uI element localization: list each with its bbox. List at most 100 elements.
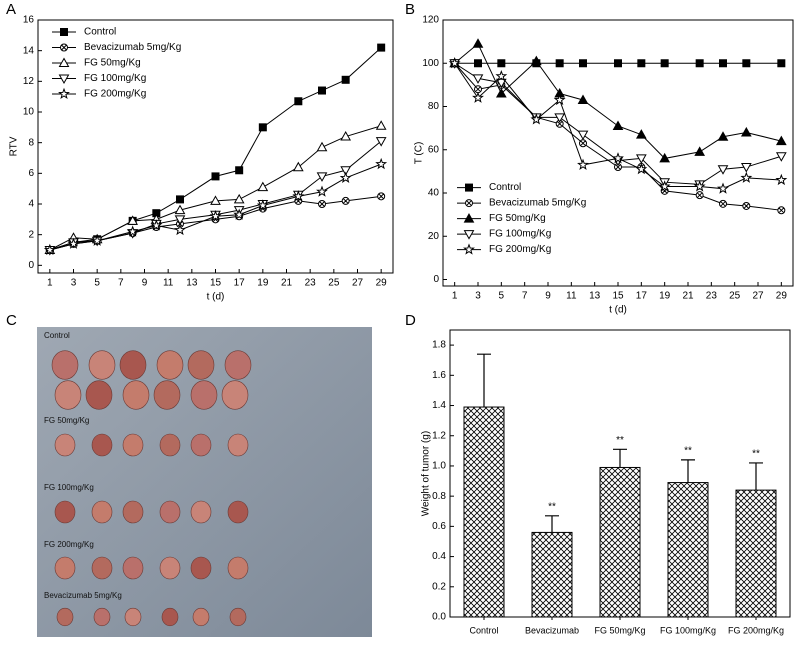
tumor [190, 433, 212, 457]
marker [555, 119, 564, 128]
marker [695, 59, 704, 68]
marker [91, 234, 104, 246]
marker [577, 158, 589, 170]
legend-label: FG 100mg/Kg [489, 229, 551, 240]
x-tick-label: 21 [682, 291, 694, 302]
marker [659, 152, 671, 163]
marker [377, 192, 386, 201]
marker [43, 243, 56, 256]
marker [612, 152, 624, 164]
y-tick-label: 0.4 [432, 551, 446, 562]
marker [717, 165, 729, 175]
marker [294, 97, 303, 106]
marker [612, 120, 624, 130]
legend-label: Bevacizumab 5mg/Kg [84, 42, 181, 53]
marker [740, 163, 752, 173]
marker [614, 59, 622, 68]
marker [340, 131, 352, 141]
tumor [122, 556, 144, 580]
tumor [88, 350, 116, 380]
marker [554, 113, 566, 123]
error-bar [681, 459, 695, 483]
marker [375, 120, 387, 130]
x-tick-label: 25 [729, 291, 741, 302]
panel-label: C [6, 312, 17, 329]
marker [472, 74, 484, 84]
marker [60, 43, 69, 52]
marker [150, 219, 163, 231]
marker [740, 126, 752, 137]
error-bar [749, 462, 763, 491]
marker [318, 86, 326, 95]
error-bar [613, 448, 627, 468]
marker [740, 171, 753, 183]
marker [174, 204, 186, 215]
x-tick-label: 5 [499, 291, 505, 302]
marker [777, 59, 786, 68]
significance: ** [616, 435, 624, 446]
significance: ** [684, 446, 692, 457]
marker [495, 88, 507, 98]
photo-label: FG 200mg/Kg [44, 540, 94, 549]
marker [67, 237, 80, 249]
marker [292, 161, 304, 172]
error-bar [477, 353, 491, 408]
x-tick-label: 9 [545, 291, 551, 302]
bar [463, 406, 505, 618]
marker [58, 87, 70, 100]
y-tick-label: 0.8 [432, 491, 446, 502]
significance: ** [752, 449, 760, 460]
bar [531, 531, 573, 618]
legend-label: Control [84, 27, 116, 38]
x-tick-label: 17 [636, 291, 648, 302]
x-tick-label: 7 [522, 291, 528, 302]
y-axis-label: Weight of tumor (g) [421, 431, 432, 516]
marker [316, 185, 328, 197]
x-axis-label: t (d) [609, 305, 627, 316]
marker [340, 166, 352, 176]
tumor [56, 607, 74, 627]
x-tick-label: 9 [142, 278, 148, 289]
tumor [227, 556, 249, 580]
series-line [49, 125, 382, 251]
tumor [91, 433, 113, 457]
x-tick-label: 15 [210, 278, 222, 289]
y-tick-label: 14 [23, 45, 35, 56]
tumor [187, 350, 215, 380]
tumor [190, 556, 212, 580]
marker [448, 57, 461, 69]
marker [465, 183, 473, 192]
y-tick-label: 8 [28, 137, 34, 148]
marker [256, 199, 269, 211]
marker [775, 152, 787, 162]
x-tick-label: 1 [452, 291, 458, 302]
marker [292, 190, 305, 202]
tumor [93, 607, 111, 627]
tumor [122, 380, 150, 410]
y-tick-label: 0.2 [432, 581, 446, 592]
tumor [192, 607, 210, 627]
x-tick-label: FG 200mg/Kg [728, 625, 784, 635]
panel-label: D [405, 312, 416, 329]
tumor [190, 500, 212, 524]
y-tick-label: 120 [422, 15, 439, 26]
y-tick-label: 12 [23, 76, 35, 87]
x-tick-label: 15 [612, 291, 624, 302]
marker [318, 200, 327, 208]
y-tick-label: 2 [28, 229, 34, 240]
tumor [122, 500, 144, 524]
tumor [224, 350, 252, 380]
y-tick-label: 1.6 [432, 370, 446, 381]
marker [495, 78, 507, 89]
marker [637, 59, 646, 68]
marker [235, 166, 244, 175]
marker [316, 172, 328, 182]
marker [474, 59, 482, 68]
y-tick-label: 1.2 [432, 430, 446, 441]
x-tick-label: FG 50mg/Kg [594, 625, 645, 635]
y-tick-label: 80 [428, 101, 440, 112]
marker [497, 59, 506, 68]
x-tick-label: 19 [257, 278, 269, 289]
bar [735, 489, 777, 618]
x-tick-label: Control [469, 625, 498, 635]
